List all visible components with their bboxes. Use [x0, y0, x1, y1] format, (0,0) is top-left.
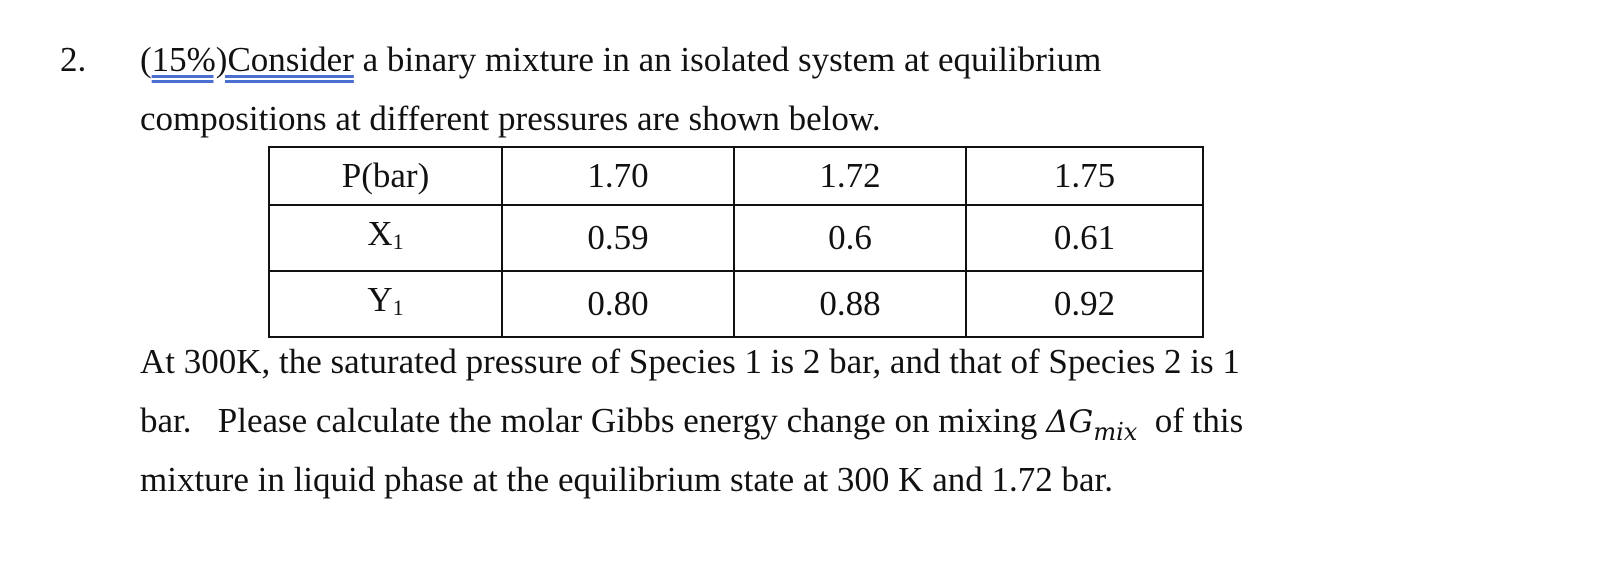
cell: 0.88 [733, 270, 967, 338]
question-line: (15%)Consider a binary mixture in an iso… [140, 40, 1101, 80]
label-base: Y [367, 280, 393, 319]
text: ( [140, 40, 152, 79]
header-cell: P(bar) [268, 146, 503, 206]
symbol: ΔG [1046, 404, 1094, 440]
data-table: P(bar) 1.70 1.72 1.75 X1 0.59 0.6 0.61 Y… [268, 146, 1204, 338]
underlined-text: 15%)Consider [151, 40, 354, 79]
label-sub: 1 [392, 229, 404, 254]
text: of this [1137, 401, 1244, 440]
math-symbol: ΔGmix [1046, 404, 1137, 446]
header-row: P(bar) 1.70 1.72 1.75 [268, 146, 1204, 206]
header-cell: 1.75 [965, 146, 1204, 206]
table-row: X1 0.59 0.6 0.61 [268, 204, 1204, 272]
text: bar. Please calculate the molar Gibbs en… [140, 401, 1047, 440]
item-number: 2. [60, 40, 87, 79]
row-label: X1 [268, 204, 503, 272]
text: a binary mixture in an isolated system a… [353, 40, 1102, 79]
cell: 0.61 [965, 204, 1204, 272]
text-line: bar. Please calculate the molar Gibbs en… [140, 401, 1243, 452]
label-base: X [367, 214, 393, 253]
text-line: mixture in liquid phase at the equilibri… [140, 460, 1113, 499]
text-line: At 300K, the saturated pressure of Speci… [140, 342, 1240, 381]
cell: 0.59 [501, 204, 735, 272]
header-cell: 1.72 [733, 146, 967, 206]
symbol-sub: mix [1093, 418, 1138, 446]
table-row: Y1 0.80 0.88 0.92 [268, 270, 1204, 338]
row-label: Y1 [268, 270, 503, 338]
cell: 0.6 [733, 204, 967, 272]
cell: 0.92 [965, 270, 1204, 338]
label-sub: 1 [392, 295, 404, 320]
question-line: compositions at different pressures are … [140, 99, 881, 138]
cell: 0.80 [501, 270, 735, 338]
header-cell: 1.70 [501, 146, 735, 206]
